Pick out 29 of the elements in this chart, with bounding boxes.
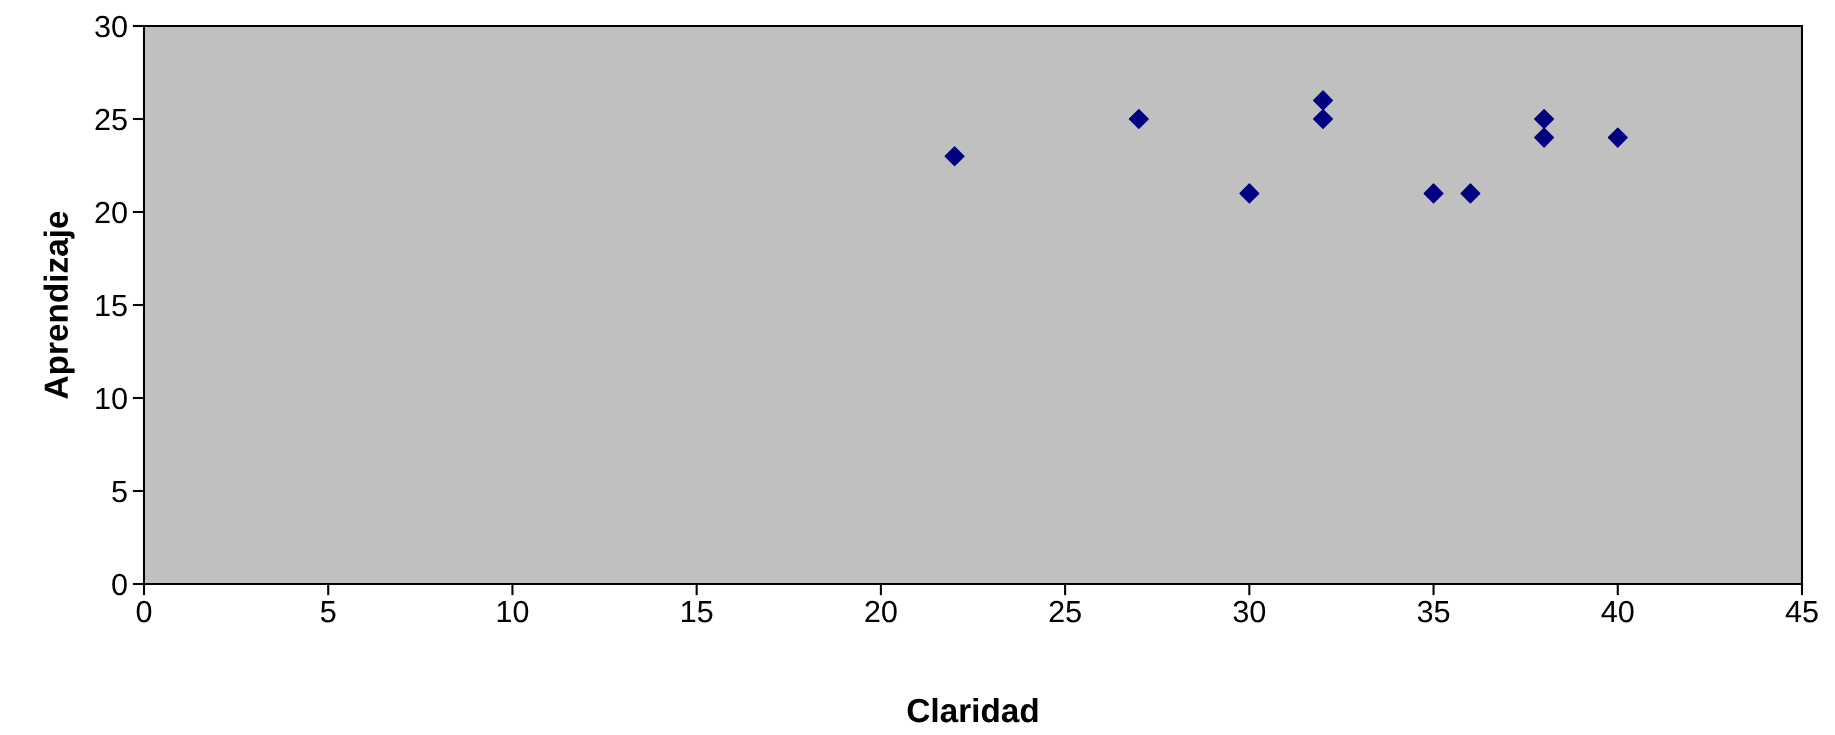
x-tick-label: 20	[865, 600, 897, 623]
y-tick-label: 5	[112, 481, 127, 503]
x-tick-label: 5	[320, 601, 336, 623]
x-tick-label: 35	[1417, 600, 1450, 623]
y-tick-label: 20	[95, 201, 127, 224]
x-tick-label: 15	[682, 601, 713, 623]
point	[944, 146, 965, 167]
point	[1313, 90, 1334, 111]
y-tick-label: 0	[112, 573, 127, 596]
point	[1239, 183, 1260, 204]
x-tick-label: 40	[1601, 600, 1634, 623]
y-tick-label: 15	[96, 295, 127, 317]
point	[1313, 108, 1334, 130]
point	[1128, 108, 1149, 130]
x-tick-label: 10	[497, 600, 529, 623]
y-tick-label: 25	[95, 108, 127, 131]
x-tick-label: 30	[1233, 600, 1266, 623]
x-tick-label: 25	[1049, 600, 1081, 623]
point	[1534, 127, 1555, 148]
point	[1460, 183, 1481, 204]
y-tick-label: 30	[95, 15, 127, 38]
x-tick-label: 0	[136, 600, 152, 623]
y-axis-title: Aprendizaje	[43, 211, 75, 399]
point	[1423, 183, 1444, 204]
point	[1534, 108, 1555, 130]
x-tick-label: 45	[1785, 601, 1818, 623]
y-tick-label: 10	[96, 387, 127, 410]
x-axis-title: Claridad	[907, 697, 1038, 723]
point	[1607, 127, 1628, 148]
